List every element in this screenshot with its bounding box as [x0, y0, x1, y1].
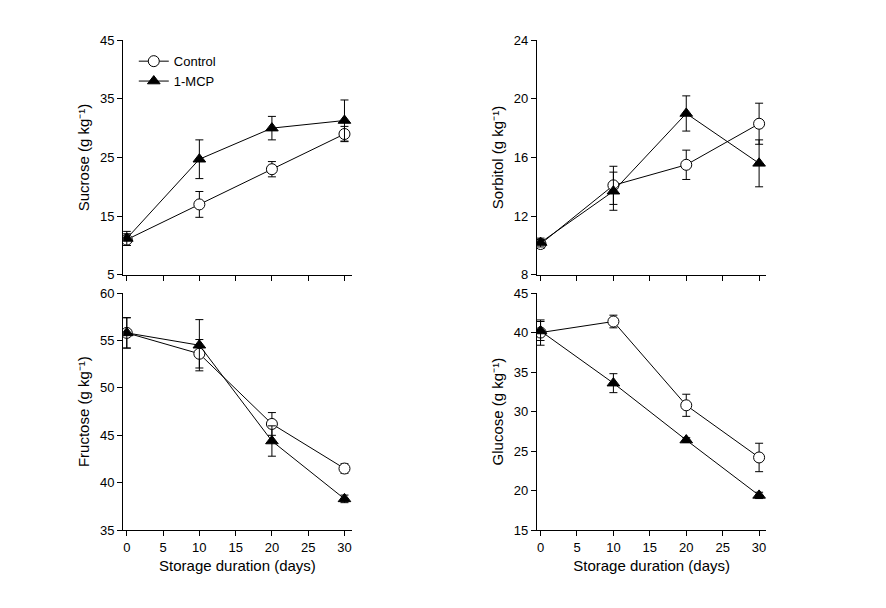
- svg-text:20: 20: [514, 483, 528, 498]
- svg-text:10: 10: [192, 540, 206, 555]
- svg-text:35: 35: [100, 523, 114, 538]
- svg-text:20: 20: [679, 540, 693, 555]
- svg-text:30: 30: [514, 404, 528, 419]
- svg-text:55: 55: [100, 333, 114, 348]
- svg-text:24: 24: [514, 33, 528, 48]
- svg-text:15: 15: [643, 540, 657, 555]
- svg-text:20: 20: [514, 91, 528, 106]
- svg-text:5: 5: [107, 267, 114, 282]
- svg-text:1-MCP: 1-MCP: [174, 74, 214, 89]
- svg-text:25: 25: [301, 540, 315, 555]
- svg-text:25: 25: [514, 444, 528, 459]
- svg-text:35: 35: [514, 365, 528, 380]
- svg-text:Glucose (g kg⁻¹): Glucose (g kg⁻¹): [489, 358, 506, 466]
- svg-text:Sucrose (g kg⁻¹): Sucrose (g kg⁻¹): [75, 104, 92, 212]
- svg-text:45: 45: [100, 33, 114, 48]
- svg-text:15: 15: [100, 209, 114, 224]
- svg-text:Fructose (g kg⁻¹): Fructose (g kg⁻¹): [75, 356, 92, 467]
- svg-text:15: 15: [514, 523, 528, 538]
- svg-text:50: 50: [100, 380, 114, 395]
- svg-text:40: 40: [100, 475, 114, 490]
- svg-text:Storage duration (days): Storage duration (days): [159, 557, 316, 574]
- svg-text:30: 30: [337, 540, 351, 555]
- svg-text:5: 5: [159, 540, 166, 555]
- svg-text:30: 30: [752, 540, 766, 555]
- svg-text:0: 0: [123, 540, 130, 555]
- svg-text:15: 15: [228, 540, 242, 555]
- svg-text:45: 45: [100, 428, 114, 443]
- svg-text:40: 40: [514, 325, 528, 340]
- svg-text:25: 25: [715, 540, 729, 555]
- svg-text:60: 60: [100, 286, 114, 301]
- svg-text:25: 25: [100, 150, 114, 165]
- svg-text:35: 35: [100, 91, 114, 106]
- svg-text:Storage duration (days): Storage duration (days): [573, 557, 730, 574]
- svg-text:Control: Control: [174, 54, 216, 69]
- svg-text:Sorbitol (g kg⁻¹): Sorbitol (g kg⁻¹): [489, 106, 506, 209]
- svg-text:16: 16: [514, 150, 528, 165]
- svg-text:10: 10: [606, 540, 620, 555]
- svg-text:5: 5: [573, 540, 580, 555]
- svg-text:45: 45: [514, 286, 528, 301]
- svg-text:0: 0: [537, 540, 544, 555]
- svg-text:12: 12: [514, 209, 528, 224]
- svg-text:20: 20: [265, 540, 279, 555]
- svg-text:8: 8: [521, 267, 528, 282]
